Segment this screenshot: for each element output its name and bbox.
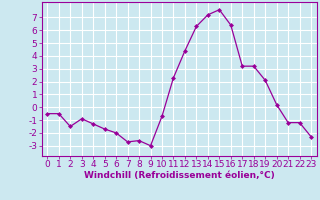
X-axis label: Windchill (Refroidissement éolien,°C): Windchill (Refroidissement éolien,°C)	[84, 171, 275, 180]
